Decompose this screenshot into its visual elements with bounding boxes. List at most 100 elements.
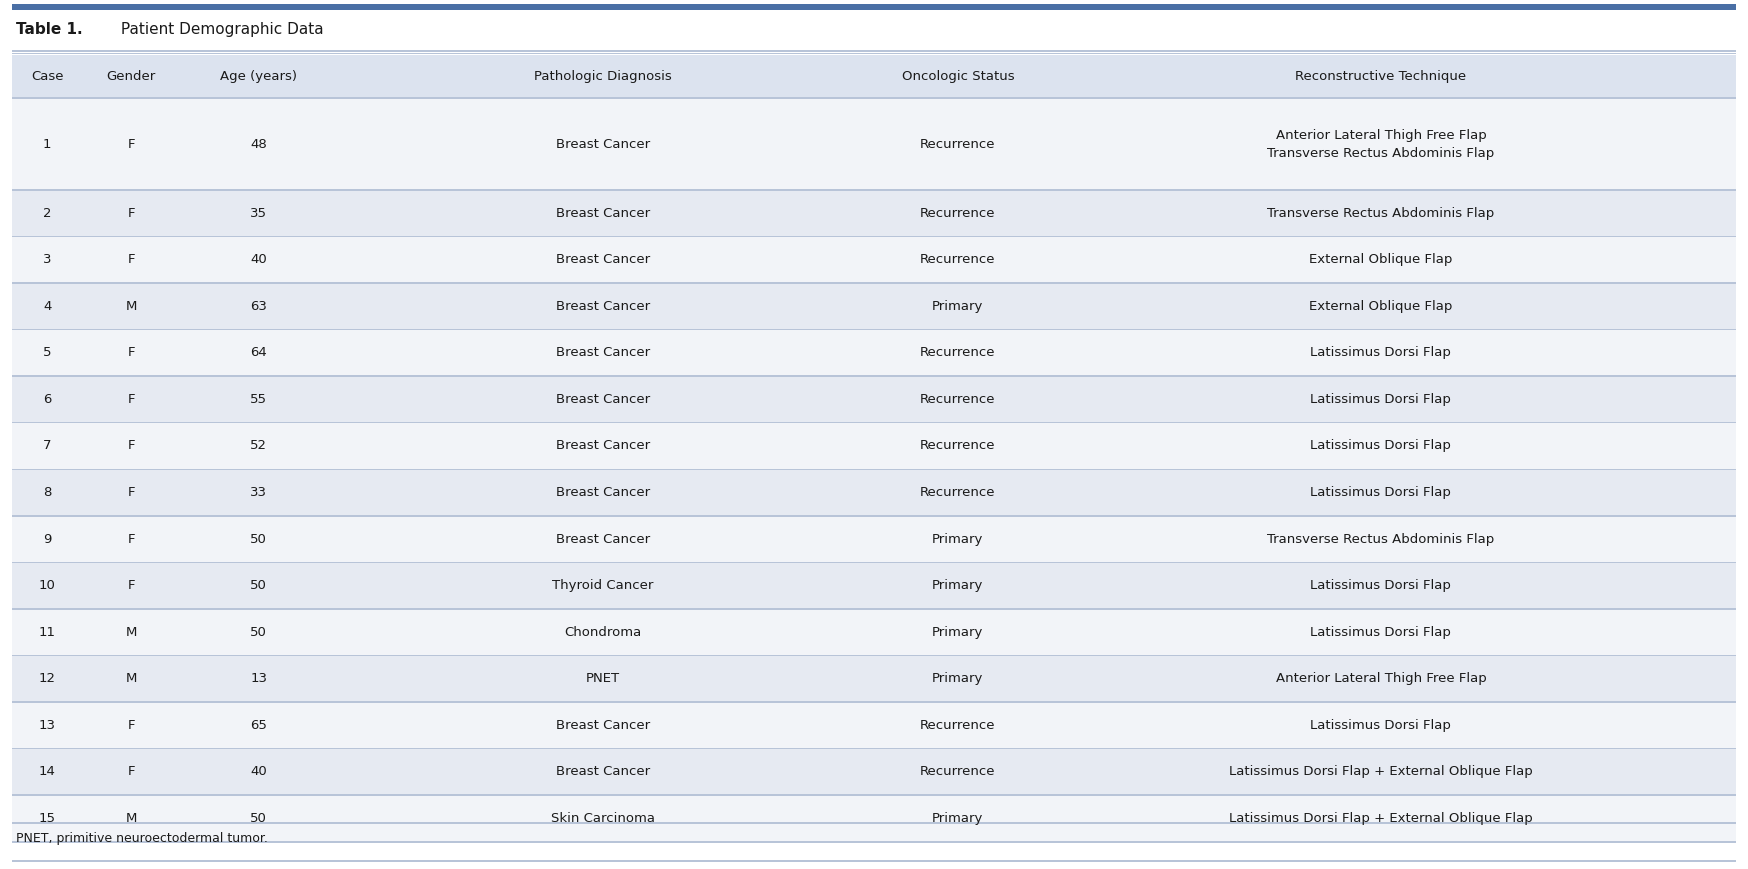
Bar xyxy=(12,377,1736,422)
Text: Latissimus Dorsi Flap: Latissimus Dorsi Flap xyxy=(1311,486,1451,499)
Text: Breast Cancer: Breast Cancer xyxy=(556,207,650,220)
Text: 63: 63 xyxy=(250,300,267,313)
Bar xyxy=(12,423,1736,468)
Text: 3: 3 xyxy=(44,253,51,266)
Bar xyxy=(12,53,1736,55)
Bar xyxy=(12,748,1736,749)
Bar xyxy=(12,656,1736,701)
Bar xyxy=(12,841,1736,843)
Text: M: M xyxy=(126,673,136,686)
Bar xyxy=(12,822,1736,824)
Bar xyxy=(12,284,1736,328)
Text: F: F xyxy=(128,486,135,499)
Text: 33: 33 xyxy=(250,486,267,499)
Text: 48: 48 xyxy=(250,137,267,150)
Text: F: F xyxy=(128,137,135,150)
Bar xyxy=(12,701,1736,703)
Text: 6: 6 xyxy=(44,393,51,406)
Bar xyxy=(12,50,1736,52)
Bar xyxy=(12,610,1736,654)
Text: F: F xyxy=(128,253,135,266)
Text: 12: 12 xyxy=(38,673,56,686)
Text: Chondroma: Chondroma xyxy=(565,626,642,639)
Bar xyxy=(12,190,1736,235)
Text: Oncologic Status: Oncologic Status xyxy=(902,70,1014,83)
Text: Recurrence: Recurrence xyxy=(919,440,996,453)
Text: Primary: Primary xyxy=(932,533,984,546)
Text: M: M xyxy=(126,300,136,313)
Text: Recurrence: Recurrence xyxy=(919,207,996,220)
Text: Breast Cancer: Breast Cancer xyxy=(556,137,650,150)
Text: Latissimus Dorsi Flap: Latissimus Dorsi Flap xyxy=(1311,579,1451,592)
Text: F: F xyxy=(128,440,135,453)
Text: Breast Cancer: Breast Cancer xyxy=(556,300,650,313)
Text: Latissimus Dorsi Flap + External Oblique Flap: Latissimus Dorsi Flap + External Oblique… xyxy=(1229,766,1533,779)
Text: 50: 50 xyxy=(250,579,267,592)
Text: Latissimus Dorsi Flap: Latissimus Dorsi Flap xyxy=(1311,719,1451,732)
Text: M: M xyxy=(126,812,136,825)
Bar xyxy=(12,608,1736,610)
Text: 4: 4 xyxy=(44,300,51,313)
Text: 64: 64 xyxy=(250,347,267,360)
Text: 7: 7 xyxy=(44,440,51,453)
Text: Primary: Primary xyxy=(932,812,984,825)
Text: 14: 14 xyxy=(38,766,56,779)
Text: Primary: Primary xyxy=(932,300,984,313)
Text: 15: 15 xyxy=(38,812,56,825)
Text: F: F xyxy=(128,579,135,592)
Text: 50: 50 xyxy=(250,533,267,546)
Bar xyxy=(12,796,1736,841)
Text: Primary: Primary xyxy=(932,579,984,592)
Text: 8: 8 xyxy=(44,486,51,499)
Text: Latissimus Dorsi Flap: Latissimus Dorsi Flap xyxy=(1311,347,1451,360)
Text: Latissimus Dorsi Flap: Latissimus Dorsi Flap xyxy=(1311,440,1451,453)
Text: Breast Cancer: Breast Cancer xyxy=(556,719,650,732)
Text: 35: 35 xyxy=(250,207,267,220)
Text: Recurrence: Recurrence xyxy=(919,719,996,732)
Text: 55: 55 xyxy=(250,393,267,406)
Text: F: F xyxy=(128,719,135,732)
Bar xyxy=(12,516,1736,561)
Bar xyxy=(12,794,1736,796)
Text: Skin Carcinoma: Skin Carcinoma xyxy=(551,812,656,825)
Bar xyxy=(12,189,1736,190)
Bar xyxy=(12,375,1736,377)
Text: Patient Demographic Data: Patient Demographic Data xyxy=(115,23,323,37)
Text: F: F xyxy=(128,533,135,546)
Text: External Oblique Flap: External Oblique Flap xyxy=(1309,253,1453,266)
Text: 50: 50 xyxy=(250,626,267,639)
Text: Latissimus Dorsi Flap + External Oblique Flap: Latissimus Dorsi Flap + External Oblique… xyxy=(1229,812,1533,825)
Bar xyxy=(12,328,1736,330)
Text: F: F xyxy=(128,393,135,406)
Bar xyxy=(12,237,1736,282)
Bar xyxy=(12,235,1736,237)
Text: Anterior Lateral Thigh Free Flap: Anterior Lateral Thigh Free Flap xyxy=(1276,673,1486,686)
Bar xyxy=(12,330,1736,375)
Bar xyxy=(12,99,1736,189)
Text: PNET, primitive neuroectodermal tumor.: PNET, primitive neuroectodermal tumor. xyxy=(16,832,267,845)
Text: Thyroid Cancer: Thyroid Cancer xyxy=(552,579,654,592)
Text: 40: 40 xyxy=(250,766,267,779)
Bar xyxy=(12,56,1736,97)
Text: 13: 13 xyxy=(38,719,56,732)
Bar xyxy=(12,860,1736,862)
Bar xyxy=(12,563,1736,608)
Text: Recurrence: Recurrence xyxy=(919,137,996,150)
Text: Breast Cancer: Breast Cancer xyxy=(556,393,650,406)
Text: Recurrence: Recurrence xyxy=(919,253,996,266)
Text: F: F xyxy=(128,347,135,360)
Text: F: F xyxy=(128,207,135,220)
Text: 13: 13 xyxy=(250,673,267,686)
Bar xyxy=(12,515,1736,516)
Text: Primary: Primary xyxy=(932,673,984,686)
Text: Latissimus Dorsi Flap: Latissimus Dorsi Flap xyxy=(1311,626,1451,639)
Bar xyxy=(12,4,1736,10)
Text: Pathologic Diagnosis: Pathologic Diagnosis xyxy=(535,70,671,83)
Text: Recurrence: Recurrence xyxy=(919,766,996,779)
Text: Breast Cancer: Breast Cancer xyxy=(556,347,650,360)
Text: Recurrence: Recurrence xyxy=(919,347,996,360)
Text: 9: 9 xyxy=(44,533,51,546)
Text: External Oblique Flap: External Oblique Flap xyxy=(1309,300,1453,313)
Bar xyxy=(12,561,1736,563)
Text: PNET: PNET xyxy=(586,673,621,686)
